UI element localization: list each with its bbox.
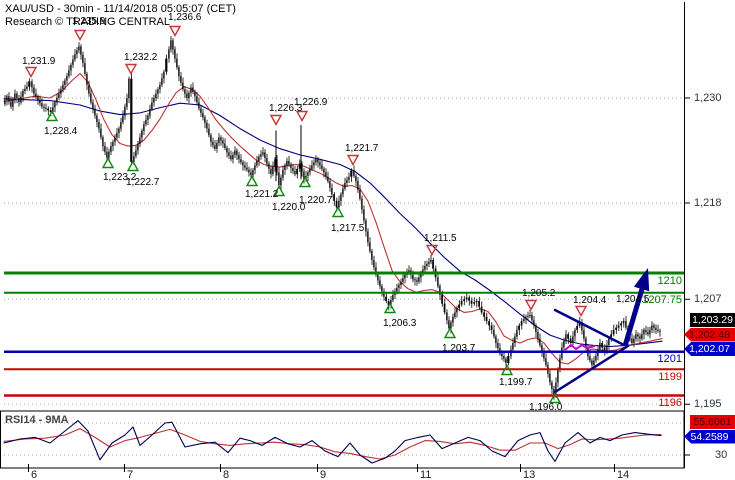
rsi-axis-label-30: 30 [715, 449, 728, 461]
candles [4, 36, 661, 400]
sell-marker-icon [524, 299, 538, 311]
slow-ma-line [3, 98, 663, 348]
chart-attribution: Research © TRADING CENTRAL [5, 16, 170, 28]
buy-marker-icon [500, 364, 514, 376]
rsi-ma-line [3, 428, 662, 460]
forecast-arrow-shaft [622, 288, 645, 347]
buy-marker-icon [443, 327, 457, 339]
rsi-indicator-label: RSI14 - 9MA [5, 414, 69, 426]
sell-marker-icon [346, 154, 360, 166]
sell-marker-icon [24, 66, 38, 78]
buy-marker-icon [245, 175, 259, 187]
buy-marker-icon [548, 392, 562, 404]
rsi-ma-value-badge: 55.6061 [690, 415, 735, 429]
sell-marker-icon [295, 110, 309, 122]
sell-marker-icon [425, 244, 439, 256]
buy-marker-icon [126, 160, 140, 172]
slow-ma-price-badge: 1,202.07 [684, 342, 735, 356]
last-price-badge: 1,203.29 [690, 313, 735, 327]
trend-line [553, 344, 630, 394]
pattern-highlight [564, 343, 596, 351]
sell-marker-icon [574, 305, 588, 317]
buy-marker-icon [45, 110, 59, 122]
buy-marker-icon [101, 157, 115, 169]
sell-marker-icon [269, 114, 283, 126]
forecast-arrow-head [633, 268, 650, 292]
rsi-line [3, 420, 662, 464]
buy-marker-icon [331, 206, 345, 218]
trend-line [553, 308, 624, 346]
buy-marker-icon [272, 185, 286, 197]
chart-title: XAU/USD - 30min - 11/14/2018 05:05:07 (C… [5, 3, 236, 15]
sell-marker-icon [168, 25, 182, 37]
sell-marker-icon [73, 29, 87, 41]
buy-marker-icon [298, 176, 312, 188]
fast-ma-line [3, 72, 663, 365]
sell-marker-icon [124, 63, 138, 75]
rsi-value-badge: 54.2589 [684, 429, 735, 444]
buy-marker-icon [383, 302, 397, 314]
fast-ma-price-badge: 1,202.48 [684, 327, 735, 342]
